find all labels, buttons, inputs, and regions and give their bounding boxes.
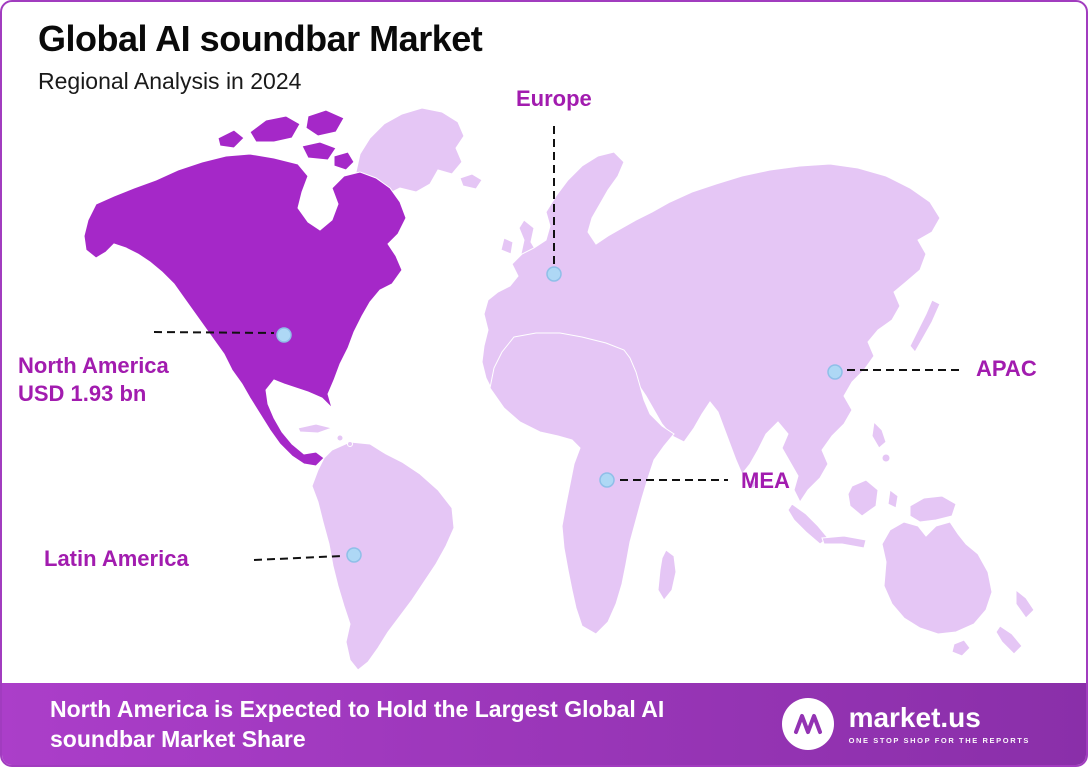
- brand-lockup: market.us ONE STOP SHOP FOR THE REPORTS: [781, 697, 1030, 751]
- islands-east-asia: [747, 299, 941, 489]
- landmass-new-guinea: [909, 495, 957, 523]
- region-label-europe: Europe: [516, 86, 592, 111]
- landmass-japan: [909, 299, 941, 353]
- region-label-latin-america: Latin America: [44, 546, 189, 571]
- landmass-north-america-highlighted: [83, 109, 407, 467]
- marker-europe: [546, 266, 562, 282]
- bottom-banner: North America is Expected to Hold the La…: [2, 683, 1086, 765]
- landmass-java: [821, 535, 867, 549]
- islands-southeast-asia: [787, 479, 957, 549]
- landmass-oceania: [881, 521, 1035, 657]
- region-label-north-america-name: North America: [18, 353, 169, 378]
- landmass-south-america: [311, 441, 455, 671]
- landmass-sumatra: [787, 503, 829, 545]
- region-label-apac: APAC: [976, 356, 1037, 381]
- landmass-ireland: [500, 237, 514, 255]
- landmass-sulawesi: [887, 489, 899, 509]
- region-label-north-america: North America USD 1.93 bn: [18, 352, 169, 408]
- brand-text: market.us ONE STOP SHOP FOR THE REPORTS: [848, 701, 1030, 745]
- islands-caribbean: [297, 423, 353, 447]
- landmass-iceland: [459, 173, 483, 190]
- landmass-eurasia: [481, 151, 941, 503]
- connector-latin-america: [253, 555, 343, 561]
- market-us-logo-icon: [781, 697, 835, 751]
- brand-tagline: ONE STOP SHOP FOR THE REPORTS: [848, 735, 1030, 745]
- brand-name: market.us: [848, 701, 981, 733]
- page-subtitle: Regional Analysis in 2024: [38, 68, 302, 94]
- landmass-madagascar: [657, 549, 677, 601]
- landmass-tasmania: [951, 639, 971, 657]
- marker-mea: [599, 472, 615, 488]
- landmass-new-zealand-north: [1015, 588, 1035, 619]
- marker-latin-america: [346, 547, 362, 563]
- region-label-mea: MEA: [741, 468, 790, 493]
- landmass-sri-lanka: [747, 479, 757, 489]
- landmass-australia: [881, 521, 993, 635]
- marker-north-america: [276, 327, 292, 343]
- world-map: [83, 107, 1035, 671]
- landmass-new-zealand-south: [995, 625, 1023, 655]
- landmass-greenland: [355, 107, 465, 195]
- page-title: Global AI soundbar Market: [38, 18, 483, 59]
- banner-headline: North America is Expected to Hold the La…: [50, 696, 665, 752]
- landmass-philippines: [871, 420, 887, 449]
- marker-apac: [827, 364, 843, 380]
- region-value-north-america: USD 1.93 bn: [18, 381, 147, 406]
- header: Global AI soundbar Market Regional Analy…: [38, 18, 483, 95]
- landmass-borneo: [847, 479, 879, 517]
- landmass-north-america: [83, 153, 407, 467]
- connector-north-america: [153, 331, 275, 334]
- landmass-africa: [489, 332, 675, 635]
